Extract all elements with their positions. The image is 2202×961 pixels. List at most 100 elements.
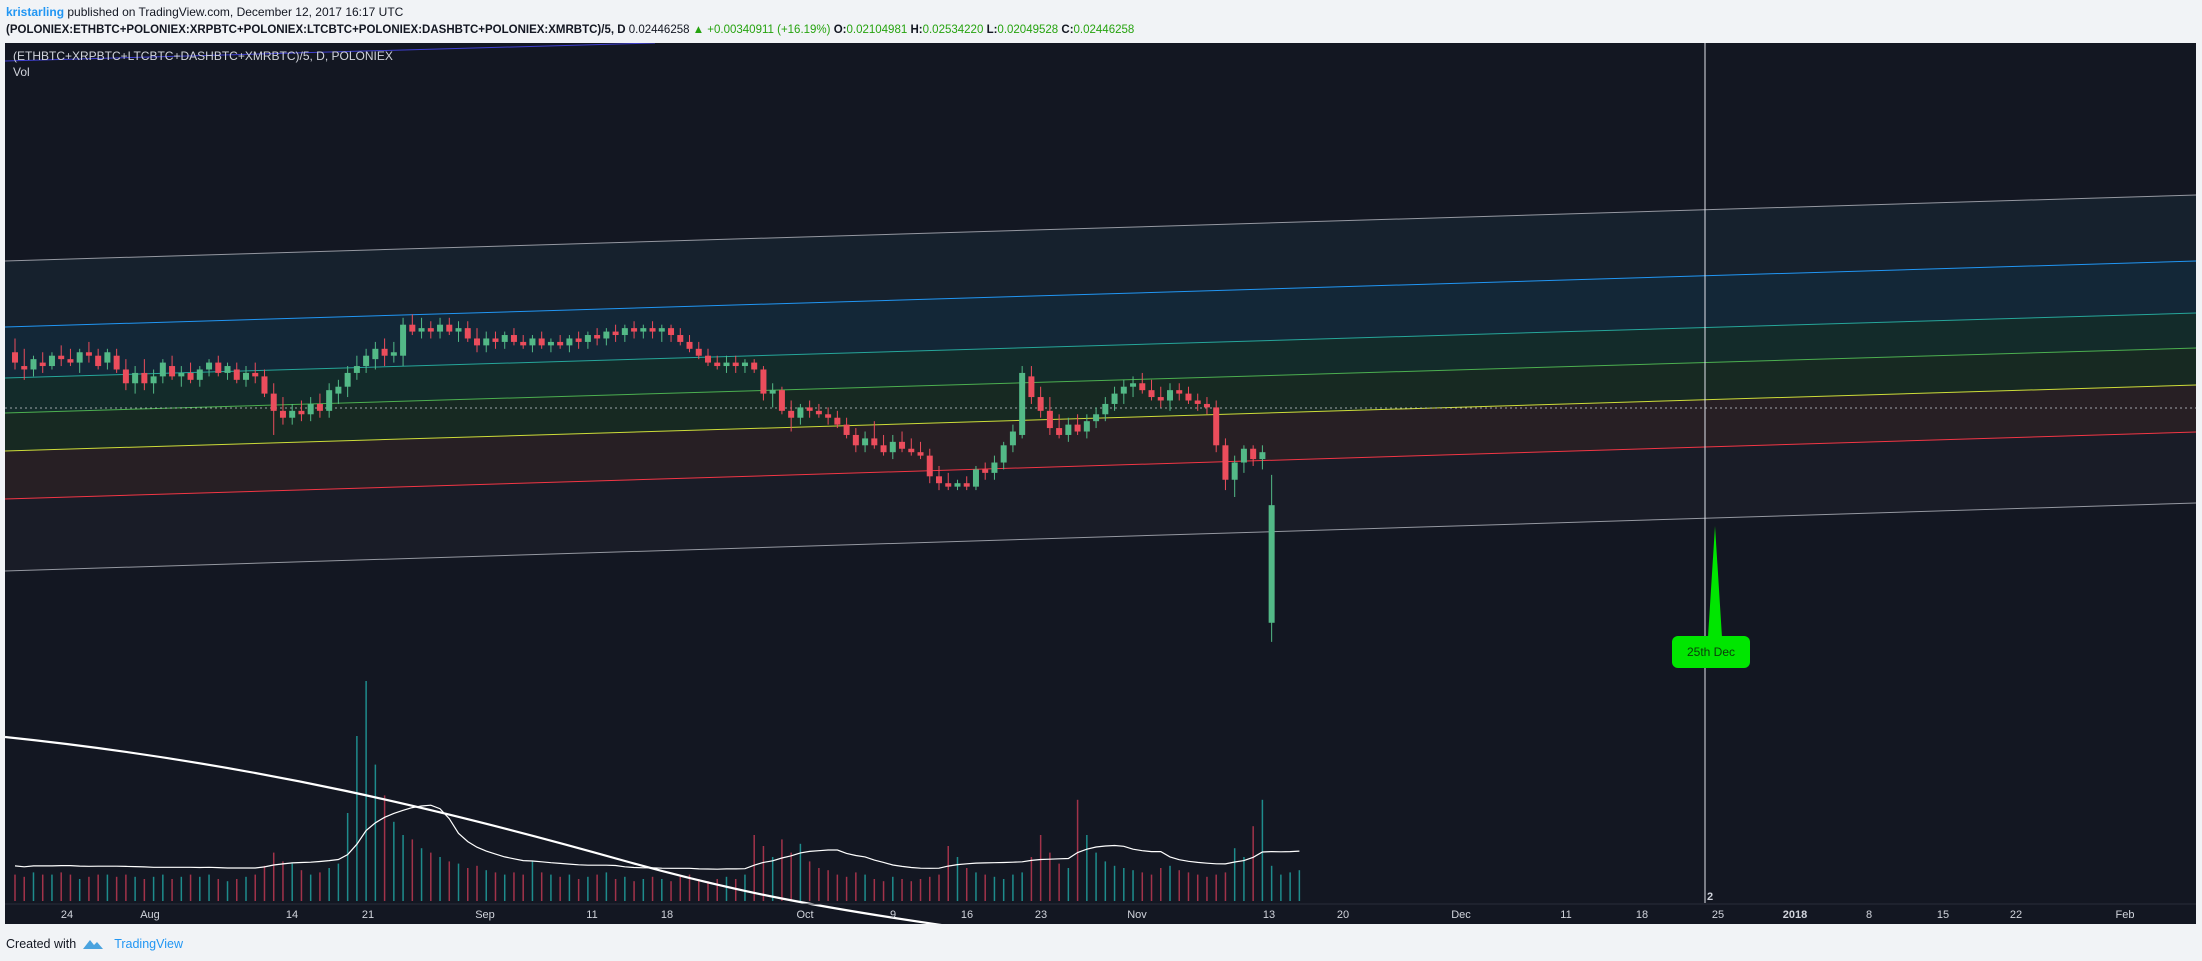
candle[interactable] bbox=[1000, 441, 1007, 470]
candle[interactable] bbox=[437, 317, 444, 339]
candle[interactable] bbox=[1231, 455, 1238, 497]
candle[interactable] bbox=[316, 393, 323, 418]
candle[interactable] bbox=[889, 434, 896, 460]
candle[interactable] bbox=[113, 348, 120, 373]
chart-pane[interactable]: 25th Dec (ETHBTC+XRPBTC+LTCBTC+DASHBTC+X… bbox=[5, 43, 2196, 924]
candle[interactable] bbox=[658, 324, 665, 342]
candle[interactable] bbox=[1157, 386, 1164, 408]
candle[interactable] bbox=[1250, 445, 1257, 466]
candle[interactable] bbox=[178, 366, 185, 387]
candle[interactable] bbox=[455, 321, 462, 342]
candle[interactable] bbox=[751, 359, 758, 373]
candle[interactable] bbox=[307, 397, 314, 422]
candle[interactable] bbox=[1203, 397, 1210, 415]
candle[interactable] bbox=[621, 324, 628, 342]
candle[interactable] bbox=[1268, 474, 1275, 642]
candle[interactable] bbox=[1019, 366, 1026, 439]
candle[interactable] bbox=[483, 331, 490, 353]
channel-line-top[interactable] bbox=[5, 194, 2196, 262]
candle[interactable] bbox=[852, 428, 859, 453]
candle[interactable] bbox=[427, 321, 434, 339]
candle[interactable] bbox=[390, 341, 397, 363]
long-trend-curve[interactable] bbox=[5, 735, 1035, 924]
candle[interactable] bbox=[1213, 400, 1220, 453]
candle[interactable] bbox=[381, 338, 388, 367]
candle[interactable] bbox=[677, 328, 684, 346]
candle[interactable] bbox=[584, 331, 591, 349]
candle[interactable] bbox=[132, 366, 139, 394]
candle[interactable] bbox=[649, 321, 656, 339]
candle[interactable] bbox=[963, 476, 970, 491]
candle[interactable] bbox=[344, 366, 351, 398]
candle[interactable] bbox=[788, 400, 795, 432]
candle[interactable] bbox=[1046, 397, 1053, 435]
candle[interactable] bbox=[39, 352, 46, 373]
candle[interactable] bbox=[335, 379, 342, 404]
channel-line-red[interactable] bbox=[5, 431, 2196, 500]
candle[interactable] bbox=[945, 472, 952, 491]
candle[interactable] bbox=[843, 417, 850, 439]
candle[interactable] bbox=[1093, 407, 1100, 429]
candle[interactable] bbox=[668, 324, 675, 342]
candle[interactable] bbox=[400, 317, 407, 367]
candle[interactable] bbox=[862, 431, 869, 453]
candle[interactable] bbox=[594, 328, 601, 346]
candle[interactable] bbox=[714, 355, 721, 370]
candle[interactable] bbox=[446, 317, 453, 336]
channel-line-teal[interactable] bbox=[5, 312, 2196, 379]
candle[interactable] bbox=[48, 352, 55, 370]
candle[interactable] bbox=[1167, 383, 1173, 411]
candle[interactable] bbox=[409, 314, 416, 336]
candle[interactable] bbox=[1009, 424, 1016, 453]
channel-line-green[interactable] bbox=[5, 347, 2196, 414]
candle[interactable] bbox=[270, 383, 277, 435]
candle[interactable] bbox=[732, 355, 739, 373]
candle[interactable] bbox=[723, 355, 730, 373]
chart-canvas[interactable]: 25th Dec (ETHBTC+XRPBTC+LTCBTC+DASHBTC+X… bbox=[5, 43, 2196, 924]
candle[interactable] bbox=[233, 362, 240, 384]
candle[interactable] bbox=[418, 317, 425, 339]
candle[interactable] bbox=[67, 348, 74, 367]
candle[interactable] bbox=[686, 335, 693, 353]
callout-box[interactable] bbox=[1672, 636, 1750, 668]
candle[interactable] bbox=[150, 369, 157, 394]
candle[interactable] bbox=[363, 348, 370, 373]
candle[interactable] bbox=[538, 331, 545, 349]
candle[interactable] bbox=[954, 479, 961, 491]
candle[interactable] bbox=[797, 403, 804, 425]
candle[interactable] bbox=[372, 341, 379, 370]
arrow-up-icon[interactable] bbox=[1707, 526, 1723, 653]
candle[interactable] bbox=[982, 462, 989, 480]
candle[interactable] bbox=[464, 321, 471, 342]
candle[interactable] bbox=[1259, 445, 1266, 470]
trend-line-blue[interactable] bbox=[5, 43, 656, 62]
channel-line-blue[interactable] bbox=[5, 260, 2196, 328]
candle[interactable] bbox=[575, 331, 582, 349]
candle[interactable] bbox=[1028, 366, 1035, 404]
candle[interactable] bbox=[1102, 397, 1109, 422]
candle[interactable] bbox=[243, 366, 249, 387]
candle[interactable] bbox=[1037, 386, 1044, 418]
x-axis[interactable]: 24 Aug 14 21 Sep 11 18 Oct 9 16 23 Nov 13 20 Dec 11 18 25… bbox=[61, 909, 2135, 921]
candle[interactable] bbox=[603, 328, 610, 346]
candle[interactable] bbox=[76, 348, 83, 373]
candle[interactable] bbox=[917, 441, 924, 460]
candle[interactable] bbox=[206, 359, 213, 377]
candle[interactable] bbox=[1139, 372, 1146, 394]
candle[interactable] bbox=[991, 455, 998, 480]
channel-line-bottom[interactable] bbox=[5, 502, 2196, 572]
candle[interactable] bbox=[30, 355, 37, 377]
tradingview-logo-icon[interactable] bbox=[82, 938, 104, 950]
candle[interactable] bbox=[12, 338, 18, 370]
candle[interactable] bbox=[1065, 417, 1072, 442]
candle[interactable] bbox=[778, 386, 785, 415]
candle[interactable] bbox=[85, 341, 92, 363]
candle[interactable] bbox=[880, 434, 887, 456]
candle[interactable] bbox=[769, 383, 776, 408]
candle[interactable] bbox=[1185, 386, 1192, 404]
candle[interactable] bbox=[58, 345, 65, 367]
candle[interactable] bbox=[95, 348, 102, 370]
candle[interactable] bbox=[825, 407, 832, 425]
candle[interactable] bbox=[834, 410, 841, 429]
candle[interactable] bbox=[520, 335, 527, 349]
